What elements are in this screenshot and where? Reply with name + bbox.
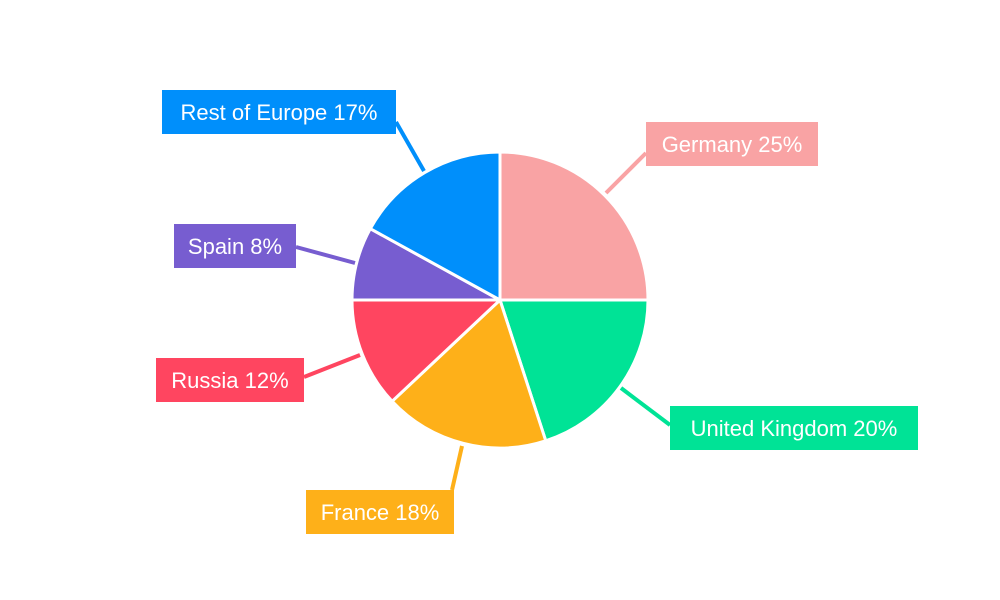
data-label-spain: Spain 8% [188, 234, 282, 259]
slice-france[interactable] [389, 297, 548, 450]
data-label-russia: Russia 12% [171, 368, 288, 393]
slice-germany[interactable] [498, 150, 650, 302]
leader-line-spain [295, 245, 356, 265]
label-box-france [306, 490, 454, 534]
label-box-rest-of-europe [162, 90, 396, 134]
leader-line-france [450, 445, 464, 491]
leader-line-rest-of-europe [394, 121, 426, 172]
slice-united-kingdom[interactable] [497, 298, 650, 443]
slice-russia[interactable] [350, 298, 504, 404]
label-box-spain [174, 224, 296, 268]
leader-line-united-kingdom [619, 386, 672, 427]
data-label-united-kingdom: United Kingdom 20% [691, 416, 898, 441]
label-box-united-kingdom [670, 406, 918, 450]
data-label-france: France 18% [321, 500, 440, 525]
leader-line-russia [303, 353, 361, 379]
slice-rest-of-europe[interactable] [368, 150, 502, 303]
label-box-russia [156, 358, 304, 402]
label-box-germany [646, 122, 818, 166]
leader-line-germany [604, 151, 648, 195]
data-label-germany: Germany 25% [662, 132, 803, 157]
data-label-rest-of-europe: Rest of Europe 17% [181, 100, 378, 125]
